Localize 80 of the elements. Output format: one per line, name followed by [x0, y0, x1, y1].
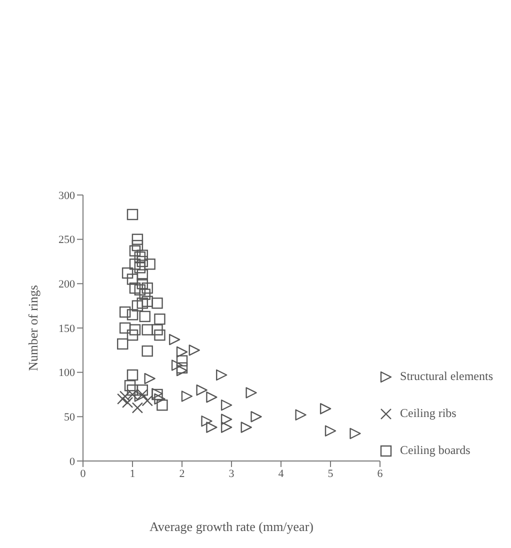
- point: [129, 282, 141, 294]
- point: [132, 300, 144, 312]
- point: [324, 425, 336, 436]
- point: [216, 369, 228, 381]
- x-tick-label: 2: [179, 468, 185, 480]
- y-tick-label: 100: [58, 367, 76, 380]
- point: [122, 267, 134, 279]
- point: [144, 258, 156, 270]
- point: [206, 392, 218, 403]
- point: [126, 309, 138, 320]
- point: [117, 338, 128, 350]
- point: [136, 256, 148, 268]
- point: [144, 372, 156, 384]
- point: [136, 269, 148, 280]
- point: [176, 362, 188, 374]
- x-tick-label: 3: [228, 468, 235, 480]
- point: [240, 422, 252, 433]
- y-tick-label: 200: [58, 278, 76, 291]
- point: [119, 306, 131, 318]
- y-tick-label: 0: [70, 456, 76, 468]
- point: [132, 234, 144, 245]
- x-axis-title: Average growth rate (mm/year): [150, 519, 314, 534]
- point: [176, 346, 188, 358]
- point: [320, 403, 332, 414]
- x-tick-label: 4: [278, 468, 284, 480]
- point: [136, 298, 148, 309]
- point: [129, 324, 141, 336]
- point: [142, 296, 153, 307]
- point: [154, 393, 166, 405]
- point: [154, 314, 166, 325]
- y-axis-title: Number of rings: [26, 285, 41, 371]
- point: [134, 251, 146, 263]
- point: [201, 416, 212, 427]
- point: [152, 298, 163, 309]
- point: [142, 324, 153, 336]
- point: [350, 428, 361, 440]
- point: [134, 262, 146, 274]
- point: [176, 355, 188, 366]
- point: [295, 409, 306, 420]
- point: [132, 240, 144, 252]
- point: [171, 360, 183, 371]
- point: [126, 274, 138, 285]
- y-tick-label: 250: [58, 234, 76, 246]
- point: [206, 422, 218, 433]
- point: [129, 245, 141, 256]
- point: [126, 329, 138, 341]
- point: [119, 322, 131, 334]
- point: [168, 334, 180, 346]
- x-tick-label: 5: [328, 468, 334, 480]
- point: [220, 414, 232, 425]
- point: [129, 258, 141, 270]
- legend-label: Ceiling boards: [400, 443, 470, 458]
- point: [124, 380, 136, 392]
- point: [136, 384, 148, 396]
- point: [154, 329, 166, 341]
- point: [250, 411, 262, 422]
- point: [142, 345, 153, 357]
- y-tick-label: 150: [58, 322, 76, 335]
- y-tick-label: 300: [58, 190, 76, 202]
- point: [196, 384, 208, 396]
- point: [181, 390, 193, 402]
- point: [134, 284, 146, 296]
- legend-label: Ceiling ribs: [400, 406, 456, 421]
- point: [126, 384, 138, 396]
- y-tick-label: 50: [64, 412, 76, 424]
- x-tick-label: 0: [80, 468, 86, 480]
- point: [126, 208, 138, 220]
- point: [132, 402, 144, 414]
- point: [139, 310, 150, 322]
- x-tick-label: 6: [377, 468, 384, 480]
- point: [246, 387, 257, 398]
- point: [152, 324, 163, 336]
- point: [156, 400, 168, 411]
- point: [220, 422, 232, 433]
- legend-label: Structural elements: [400, 369, 493, 384]
- point: [188, 344, 200, 356]
- point: [220, 400, 232, 411]
- x-tick-label: 1: [130, 468, 136, 480]
- point: [126, 369, 138, 381]
- point: [142, 282, 153, 294]
